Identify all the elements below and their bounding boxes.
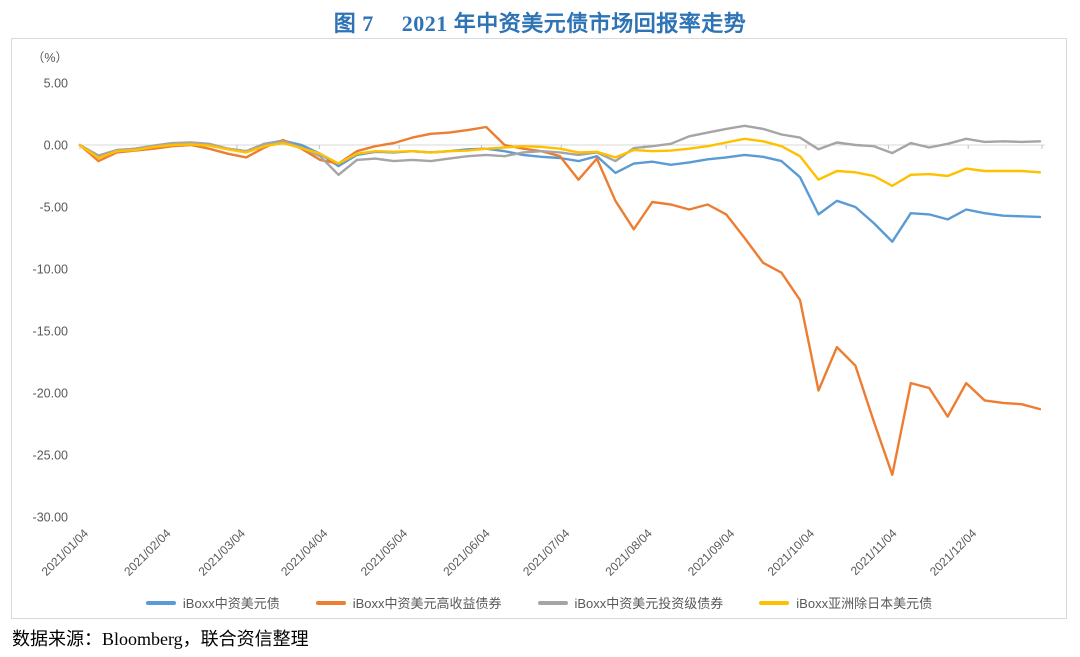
chart-title-figure-number: 图 7 [333,11,374,36]
legend-label: iBoxx中资美元债 [182,596,280,611]
legend-item: iBoxx亚洲除日本美元债 [759,593,932,612]
legend-line-swatch [145,600,176,605]
chart-title-text: 2021 年中资美元债市场回报率走势 [401,11,747,36]
chart-area [11,38,1067,619]
legend-label: iBoxx亚洲除日本美元债 [796,596,933,611]
legend-label: iBoxx中资美元投资级债券 [574,596,724,611]
legend-line-swatch [759,600,790,605]
legend-line-swatch [537,600,568,605]
chart-legend: iBoxx中资美元债 iBoxx中资美元高收益债券 iBoxx中资美元投资级债券 iB… [11,593,1067,612]
data-source-note: 数据来源：Bloomberg，联合资信整理 [12,629,309,649]
chart-title: 图 7 2021 年中资美元债市场回报率走势 [0,6,1080,38]
legend-item: iBoxx中资美元债 [145,593,280,612]
legend-line-swatch [315,600,346,605]
legend-item: iBoxx中资美元投资级债券 [537,593,724,612]
legend-label: iBoxx中资美元高收益债券 [352,596,502,611]
legend-item: iBoxx中资美元高收益债券 [315,593,502,612]
